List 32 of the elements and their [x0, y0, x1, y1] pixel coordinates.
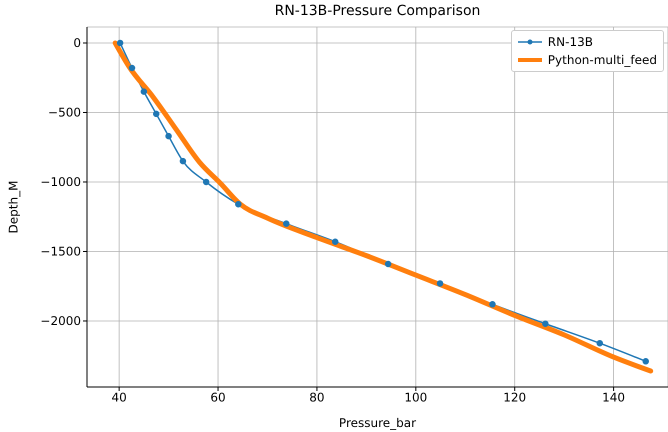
- point: [283, 220, 290, 227]
- legend-label: RN-13B: [548, 34, 593, 51]
- x-tick-label: 120: [503, 390, 526, 405]
- point: [542, 320, 549, 328]
- x-tick-label: 80: [309, 390, 325, 405]
- point: [202, 178, 210, 186]
- point: [140, 88, 148, 95]
- x-tick-label: 60: [210, 390, 226, 405]
- y-tick-label: −500: [48, 106, 81, 120]
- y-tick-label: 0: [73, 36, 81, 50]
- point: [436, 280, 444, 287]
- point: [235, 200, 242, 208]
- point: [128, 64, 136, 72]
- x-tick-label: 140: [602, 390, 626, 405]
- legend-label: Python-multi_feed: [548, 52, 657, 69]
- chart-title: RN-13B-Pressure Comparison: [274, 3, 482, 19]
- y-tick-label: −1000: [40, 175, 81, 190]
- point: [180, 158, 186, 164]
- y-tick-label: −1500: [40, 244, 81, 259]
- y-axis-title: Depth_M: [6, 180, 20, 234]
- point: [165, 132, 172, 140]
- x-tick-label: 100: [404, 390, 428, 405]
- point: [642, 358, 649, 365]
- point: [152, 110, 160, 118]
- y-tick-label: −2000: [40, 314, 81, 328]
- x-axis-title: Pressure_bar: [338, 416, 416, 430]
- point: [332, 238, 338, 245]
- point: [596, 340, 604, 346]
- point: [384, 260, 392, 268]
- x-tick-label: 40: [112, 390, 127, 405]
- point: [489, 301, 496, 308]
- point: [116, 40, 124, 46]
